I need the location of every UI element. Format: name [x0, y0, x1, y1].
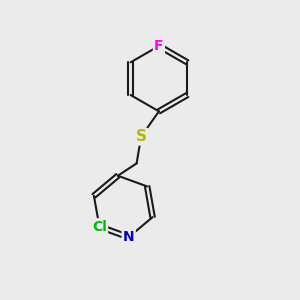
Text: Cl: Cl [92, 220, 107, 233]
Text: F: F [154, 39, 164, 53]
Text: N: N [123, 230, 134, 244]
Text: S: S [136, 129, 147, 144]
